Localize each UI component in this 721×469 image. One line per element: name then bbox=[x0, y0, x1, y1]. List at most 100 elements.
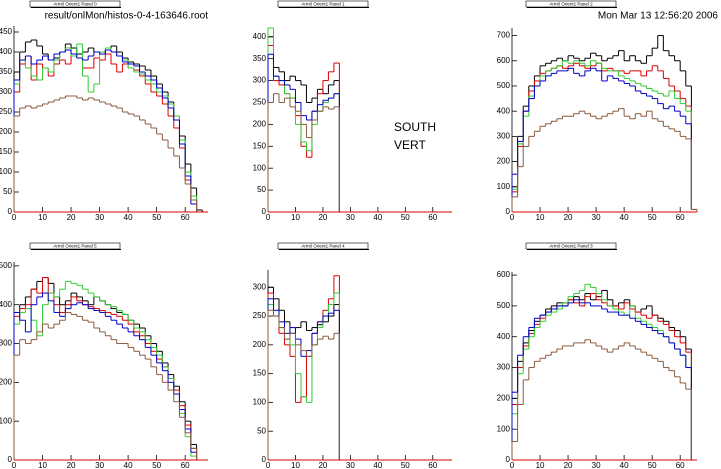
y-tick-label: 300 bbox=[497, 363, 511, 372]
y-tick-label: 350 bbox=[0, 67, 13, 76]
x-tick-label: 20 bbox=[67, 461, 76, 469]
y-tick-label: 250 bbox=[253, 311, 267, 320]
y-tick-label: 300 bbox=[0, 339, 13, 348]
y-tick-label: 200 bbox=[497, 393, 511, 402]
y-tick-label: 400 bbox=[497, 332, 511, 341]
x-tick-label: 30 bbox=[592, 461, 601, 469]
panel: Arm0 Orient1 Panel 0 0 50 100 150 200 250 300 35… bbox=[0, 0, 209, 222]
panel-title: Arm0 Orient1 Panel 3 bbox=[549, 243, 593, 248]
x-tick-label: 60 bbox=[181, 213, 190, 222]
x-tick-label: 40 bbox=[620, 213, 629, 222]
x-tick-label: 0 bbox=[12, 213, 17, 222]
x-tick-label: 10 bbox=[38, 213, 47, 222]
x-tick-label: 40 bbox=[124, 461, 133, 469]
y-tick-label: 150 bbox=[0, 147, 13, 156]
y-tick-label: 700 bbox=[497, 31, 511, 40]
x-tick-label: 60 bbox=[428, 461, 437, 469]
y-tick-label: 50 bbox=[3, 187, 12, 196]
x-tick-label: 20 bbox=[318, 461, 327, 469]
y-tick-label: 0 bbox=[262, 455, 267, 464]
y-tick-label: 400 bbox=[497, 106, 511, 115]
histogram-riser bbox=[13, 281, 198, 460]
x-tick-label: 50 bbox=[648, 213, 657, 222]
y-tick-label: 0 bbox=[506, 455, 511, 464]
y-tick-label: 100 bbox=[253, 398, 267, 407]
x-tick-label: 10 bbox=[536, 461, 545, 469]
y-tick-label: 200 bbox=[0, 127, 13, 136]
annotation: SOUTH bbox=[394, 120, 436, 134]
y-tick-label: 0 bbox=[8, 455, 13, 464]
y-tick-label: 300 bbox=[253, 76, 267, 85]
y-tick-label: 100 bbox=[497, 424, 511, 433]
x-tick-label: 50 bbox=[648, 461, 657, 469]
y-tick-label: 450 bbox=[0, 27, 13, 36]
x-tick-label: 0 bbox=[510, 461, 515, 469]
x-tick-label: 50 bbox=[401, 461, 410, 469]
y-tick-label: 0 bbox=[506, 207, 511, 216]
x-tick-label: 0 bbox=[266, 213, 271, 222]
annotation: result/onlMon/histos-0-4-163646.root bbox=[45, 11, 209, 22]
x-tick-label: 10 bbox=[291, 461, 300, 469]
y-tick-label: 0 bbox=[262, 207, 267, 216]
x-tick-label: 0 bbox=[12, 461, 17, 469]
x-tick-label: 30 bbox=[346, 461, 355, 469]
x-tick-label: 60 bbox=[181, 461, 190, 469]
y-tick-label: 350 bbox=[253, 54, 267, 63]
panel-title: Arm0 Orient1 Panel 4 bbox=[301, 243, 345, 248]
x-tick-label: 50 bbox=[401, 213, 410, 222]
panel: Arm0 Orient1 Panel 5 0 100 200 300 400 500 0 10 2… bbox=[0, 242, 208, 469]
y-tick-label: 250 bbox=[253, 98, 267, 107]
histogram-riser bbox=[267, 28, 340, 212]
histogram-riser bbox=[267, 310, 340, 460]
x-tick-label: 0 bbox=[510, 213, 515, 222]
panel: Arm0 Orient1 Panel 4 0 50 100 150 200 250 300 0 1… bbox=[253, 242, 452, 469]
y-tick-label: 300 bbox=[253, 282, 267, 291]
y-tick-label: 150 bbox=[253, 141, 267, 150]
y-tick-label: 300 bbox=[497, 131, 511, 140]
y-tick-label: 100 bbox=[0, 167, 13, 176]
y-tick-label: 500 bbox=[497, 81, 511, 90]
y-tick-label: 100 bbox=[253, 163, 267, 172]
x-tick-label: 20 bbox=[564, 461, 573, 469]
y-tick-label: 600 bbox=[497, 270, 511, 279]
histogram-riser bbox=[511, 284, 692, 460]
x-tick-label: 60 bbox=[676, 461, 685, 469]
x-tick-label: 40 bbox=[373, 461, 382, 469]
x-tick-label: 60 bbox=[428, 213, 437, 222]
x-tick-label: 40 bbox=[124, 213, 133, 222]
panel-title: Arm0 Orient1 Panel 5 bbox=[53, 243, 97, 248]
y-tick-label: 500 bbox=[497, 301, 511, 310]
annotation: Mon Mar 13 12:56:20 2006 bbox=[598, 11, 719, 22]
y-tick-label: 250 bbox=[0, 107, 13, 116]
y-tick-label: 600 bbox=[497, 56, 511, 65]
x-tick-label: 20 bbox=[67, 213, 76, 222]
histogram-riser bbox=[13, 96, 198, 212]
x-tick-label: 40 bbox=[373, 213, 382, 222]
x-tick-label: 10 bbox=[291, 213, 300, 222]
panel-title: Arm0 Orient1 Panel 1 bbox=[301, 1, 345, 6]
y-tick-label: 400 bbox=[0, 300, 13, 309]
x-tick-label: 20 bbox=[564, 213, 573, 222]
panel: Arm0 Orient1 Panel 201002003004005006007… bbox=[497, 0, 719, 222]
panel-title: Arm0 Orient1 Panel 0 bbox=[53, 1, 97, 6]
y-tick-label: 200 bbox=[253, 119, 267, 128]
x-tick-label: 60 bbox=[676, 213, 685, 222]
y-tick-label: 200 bbox=[0, 377, 13, 386]
histogram-riser bbox=[511, 35, 698, 212]
x-tick-label: 0 bbox=[266, 461, 271, 469]
x-tick-label: 30 bbox=[346, 213, 355, 222]
x-tick-label: 50 bbox=[152, 213, 161, 222]
y-tick-label: 50 bbox=[257, 426, 266, 435]
x-tick-label: 20 bbox=[318, 213, 327, 222]
y-tick-label: 50 bbox=[257, 185, 266, 194]
panel: Arm0 Orient1 Panel 105010015020025030035… bbox=[253, 0, 452, 222]
x-tick-label: 50 bbox=[152, 461, 161, 469]
y-tick-label: 500 bbox=[0, 261, 13, 270]
y-tick-label: 150 bbox=[253, 369, 267, 378]
histogram-riser bbox=[267, 93, 340, 212]
x-tick-label: 40 bbox=[620, 461, 629, 469]
y-tick-label: 300 bbox=[0, 87, 13, 96]
panel-title: Arm0 Orient1 Panel 2 bbox=[549, 1, 593, 6]
y-tick-label: 200 bbox=[253, 340, 267, 349]
